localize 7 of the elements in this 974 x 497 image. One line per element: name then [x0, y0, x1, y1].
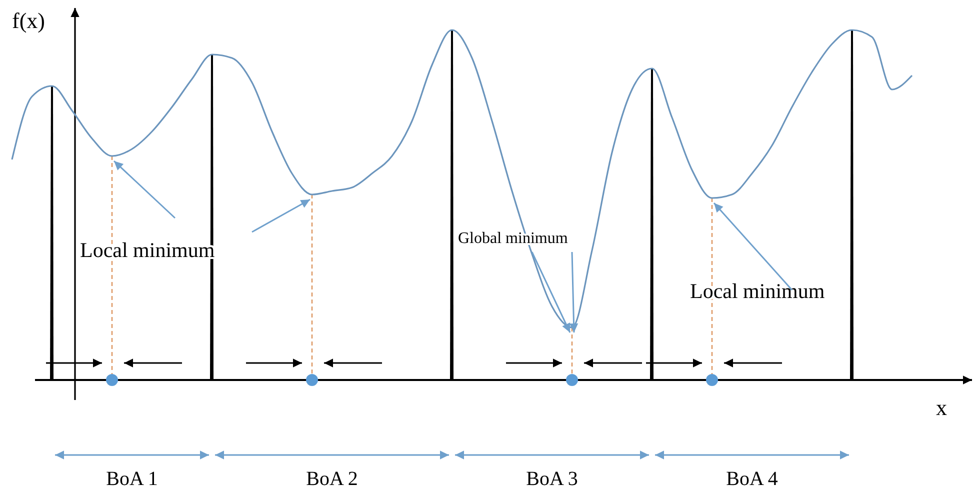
x-axis-title: x [936, 395, 947, 420]
text: BoA 1 [106, 468, 158, 490]
y-axis-title: f(x) [12, 8, 45, 33]
text: BoA 3 [526, 468, 578, 490]
text: BoA 2 [306, 468, 358, 490]
annotation: Local minimum [690, 279, 825, 303]
text: BoA 4 [726, 468, 778, 490]
